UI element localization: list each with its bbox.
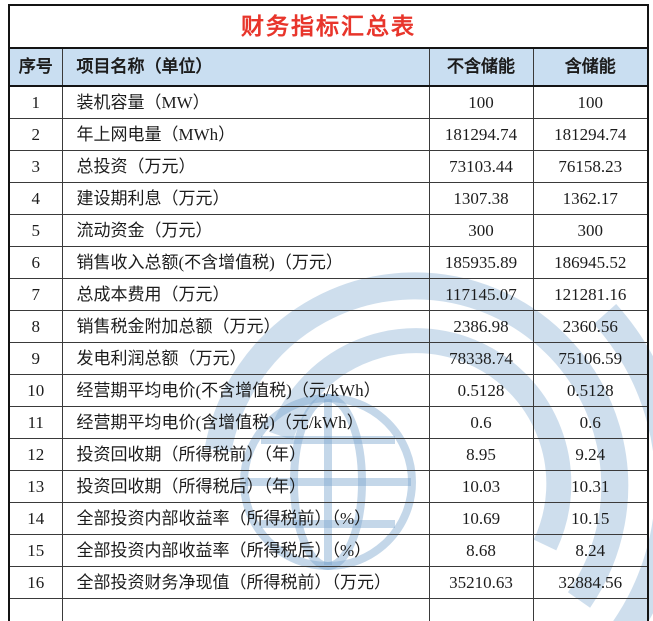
table-row: 13 投资回收期（所得税后）（年） 10.03 10.31 (8, 470, 649, 503)
cell-row-number: 3 (8, 150, 63, 183)
table-row: 7 总成本费用（万元） 117145.07 121281.16 (8, 278, 649, 311)
table-header-row: 序号 项目名称（单位） 不含储能 含储能 (8, 47, 649, 87)
cell-with-storage: 186945.52 (532, 246, 649, 279)
table-row: 9 发电利润总额（万元） 78338.74 75106.59 (8, 342, 649, 375)
table-row: 2 年上网电量（MWh） 181294.74 181294.74 (8, 118, 649, 151)
cell-with-storage: 2360.56 (532, 310, 649, 343)
cell-with-storage: 100 (532, 85, 649, 119)
cell-without-storage: 78338.74 (428, 342, 534, 375)
cell-item-name: 总成本费用（万元） (61, 278, 430, 311)
table-row: 11 经营期平均电价(含增值税)（元/kWh） 0.6 0.6 (8, 406, 649, 439)
cell-without-storage: 0.6 (428, 406, 534, 439)
cell-item-name: 发电利润总额（万元） (61, 342, 430, 375)
cell-item-name: 全部投资财务净现值（所得税前）（万元） (61, 566, 430, 599)
cell-with-storage: 181294.74 (532, 118, 649, 151)
cell-row-number: 7 (8, 278, 63, 311)
cell-item-name: 销售税金附加总额（万元） (61, 310, 430, 343)
cell-with-storage: 32884.56 (532, 566, 649, 599)
cell-item-name: 装机容量（MW） (61, 85, 430, 119)
empty-cell (428, 598, 534, 621)
empty-cell (532, 598, 649, 621)
cell-with-storage: 1362.17 (532, 182, 649, 215)
cell-row-number: 10 (8, 374, 63, 407)
cell-without-storage: 10.03 (428, 470, 534, 503)
empty-cell (8, 598, 63, 621)
table-row: 5 流动资金（万元） 300 300 (8, 214, 649, 247)
col-header-item-name: 项目名称（单位） (61, 47, 430, 87)
cell-row-number: 9 (8, 342, 63, 375)
cell-with-storage: 0.6 (532, 406, 649, 439)
cell-row-number: 15 (8, 534, 63, 567)
table-row: 15 全部投资内部收益率（所得税后）（%） 8.68 8.24 (8, 534, 649, 567)
cell-without-storage: 8.68 (428, 534, 534, 567)
cell-item-name: 经营期平均电价(不含增值税)（元/kWh） (61, 374, 430, 407)
cell-item-name: 年上网电量（MWh） (61, 118, 430, 151)
col-header-no: 序号 (8, 47, 63, 87)
col-header-without-storage: 不含储能 (428, 47, 534, 87)
table-row: 1 装机容量（MW） 100 100 (8, 85, 649, 119)
cell-without-storage: 181294.74 (428, 118, 534, 151)
partial-next-row (8, 598, 649, 621)
cell-with-storage: 76158.23 (532, 150, 649, 183)
cell-with-storage: 10.31 (532, 470, 649, 503)
cell-row-number: 11 (8, 406, 63, 439)
cell-without-storage: 8.95 (428, 438, 534, 471)
cell-item-name: 投资回收期（所得税前）（年） (61, 438, 430, 471)
empty-cell (61, 598, 430, 621)
table-title: 财务指标汇总表 (8, 4, 649, 49)
table-row: 14 全部投资内部收益率（所得税前）（%） 10.69 10.15 (8, 502, 649, 535)
cell-with-storage: 9.24 (532, 438, 649, 471)
cell-item-name: 流动资金（万元） (61, 214, 430, 247)
cell-with-storage: 300 (532, 214, 649, 247)
table-row: 10 经营期平均电价(不含增值税)（元/kWh） 0.5128 0.5128 (8, 374, 649, 407)
table-row: 3 总投资（万元） 73103.44 76158.23 (8, 150, 649, 183)
cell-without-storage: 0.5128 (428, 374, 534, 407)
col-header-with-storage: 含储能 (532, 47, 649, 87)
table-title-row: 财务指标汇总表 (8, 4, 649, 49)
cell-row-number: 4 (8, 182, 63, 215)
table-row: 12 投资回收期（所得税前）（年） 8.95 9.24 (8, 438, 649, 471)
cell-without-storage: 100 (428, 85, 534, 119)
cell-row-number: 16 (8, 566, 63, 599)
cell-row-number: 2 (8, 118, 63, 151)
cell-with-storage: 0.5128 (532, 374, 649, 407)
cell-without-storage: 2386.98 (428, 310, 534, 343)
cell-row-number: 1 (8, 85, 63, 119)
cell-without-storage: 300 (428, 214, 534, 247)
cell-without-storage: 35210.63 (428, 566, 534, 599)
cell-item-name: 建设期利息（万元） (61, 182, 430, 215)
cell-item-name: 全部投资内部收益率（所得税前）（%） (61, 502, 430, 535)
cell-row-number: 6 (8, 246, 63, 279)
cell-with-storage: 75106.59 (532, 342, 649, 375)
cell-item-name: 投资回收期（所得税后）（年） (61, 470, 430, 503)
cell-with-storage: 10.15 (532, 502, 649, 535)
cell-row-number: 13 (8, 470, 63, 503)
cell-row-number: 12 (8, 438, 63, 471)
table-row: 8 销售税金附加总额（万元） 2386.98 2360.56 (8, 310, 649, 343)
cell-without-storage: 1307.38 (428, 182, 534, 215)
cell-item-name: 销售收入总额(不含增值税)（万元） (61, 246, 430, 279)
cell-without-storage: 73103.44 (428, 150, 534, 183)
table-body: 1 装机容量（MW） 100 100 2 年上网电量（MWh） 181294.7… (8, 85, 649, 599)
cell-without-storage: 117145.07 (428, 278, 534, 311)
cell-with-storage: 121281.16 (532, 278, 649, 311)
cell-row-number: 14 (8, 502, 63, 535)
cell-with-storage: 8.24 (532, 534, 649, 567)
cell-item-name: 经营期平均电价(含增值税)（元/kWh） (61, 406, 430, 439)
table-row: 16 全部投资财务净现值（所得税前）（万元） 35210.63 32884.56 (8, 566, 649, 599)
financial-summary-table: 财务指标汇总表 序号 项目名称（单位） 不含储能 含储能 1 装机容量（MW） … (8, 4, 649, 621)
cell-row-number: 8 (8, 310, 63, 343)
cell-item-name: 全部投资内部收益率（所得税后）（%） (61, 534, 430, 567)
table-row: 4 建设期利息（万元） 1307.38 1362.17 (8, 182, 649, 215)
cell-without-storage: 185935.89 (428, 246, 534, 279)
table-row: 6 销售收入总额(不含增值税)（万元） 185935.89 186945.52 (8, 246, 649, 279)
cell-row-number: 5 (8, 214, 63, 247)
cell-item-name: 总投资（万元） (61, 150, 430, 183)
cell-without-storage: 10.69 (428, 502, 534, 535)
